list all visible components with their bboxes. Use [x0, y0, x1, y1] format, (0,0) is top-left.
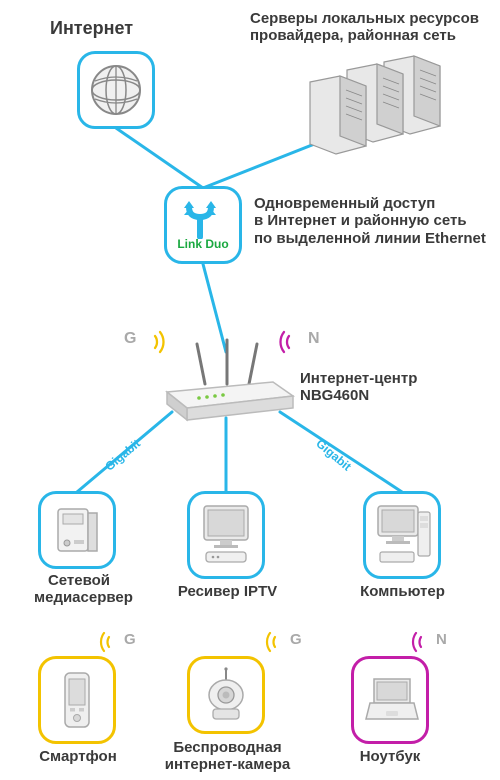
- iptv-icon: [196, 502, 256, 568]
- node-mediaserver: [38, 491, 116, 569]
- label-iptv: Ресивер IPTV: [175, 583, 280, 600]
- node-iptv: [187, 491, 265, 579]
- linkduo-caption: Link Duo: [177, 237, 228, 251]
- label-router: Интернет-центрNBG460N: [300, 370, 417, 405]
- node-linkduo: Link Duo: [164, 186, 242, 264]
- wifi-g-cam: G: [260, 628, 292, 661]
- smartphone-icon: [57, 669, 97, 731]
- label-camera: Беспроводнаяинтернет-камера: [160, 739, 295, 774]
- linkduo-icon: [177, 199, 223, 239]
- label-smartphone: Смартфон: [33, 748, 123, 765]
- node-pc: [363, 491, 441, 579]
- node-smartphone: [38, 656, 116, 744]
- ipcamera-icon: [199, 667, 253, 723]
- router-illustration: [155, 338, 300, 422]
- globe-icon: [89, 63, 143, 117]
- servers-illustration: [292, 52, 462, 162]
- label-servers: Серверы локальных ресурсовпровайдера, ра…: [250, 10, 490, 45]
- server-icon: [52, 503, 102, 557]
- network-diagram: { "colors": { "cyan": "#29b6e8", "dark":…: [0, 0, 500, 780]
- node-camera: [187, 656, 265, 734]
- label-internet: Интернет: [50, 18, 133, 39]
- label-mediaserver: Сетевоймедиасервер: [34, 572, 124, 607]
- node-internet: [77, 51, 155, 129]
- pc-icon: [372, 502, 432, 568]
- label-pc: Компьютер: [355, 583, 450, 600]
- label-laptop: Ноутбук: [350, 748, 430, 765]
- label-linkduo-desc: Одновременный доступв Интернет и районну…: [254, 195, 490, 247]
- laptop-icon: [360, 673, 420, 727]
- node-laptop: [351, 656, 429, 744]
